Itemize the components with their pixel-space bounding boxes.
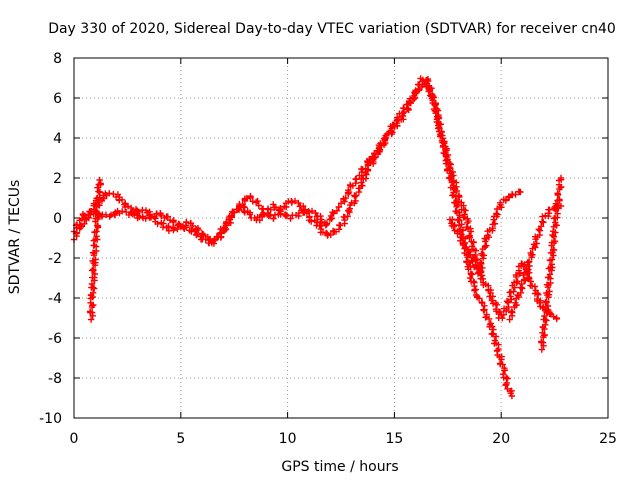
- y-tick-label: 2: [53, 171, 62, 187]
- x-axis-title: GPS time / hours: [281, 459, 398, 475]
- series-track-e: [538, 174, 565, 353]
- x-tick-labels: 0 5 10 15 20 25: [70, 431, 617, 447]
- data-point-markers: [538, 174, 565, 353]
- y-tick-label: 0: [53, 211, 62, 227]
- y-tick-label: 8: [53, 51, 62, 67]
- data-point-markers: [506, 201, 565, 323]
- series-track-f: [506, 201, 565, 323]
- y-tick-label: -4: [48, 291, 62, 307]
- data-points: [70, 75, 565, 400]
- series-track-a: [70, 75, 516, 400]
- series-track-b: [70, 80, 524, 277]
- data-point-markers: [70, 80, 524, 277]
- x-tick-label: 25: [599, 431, 617, 447]
- chart-title: Day 330 of 2020, Sidereal Day-to-day VTE…: [48, 21, 616, 37]
- x-tick-label: 0: [70, 431, 79, 447]
- y-tick-label: -2: [48, 251, 62, 267]
- grid: [74, 58, 608, 418]
- x-tick-label: 15: [385, 431, 403, 447]
- axis-ticks: [73, 57, 609, 419]
- y-axis-title: SDTVAR / TECUs: [7, 180, 23, 295]
- x-tick-label: 20: [492, 431, 510, 447]
- y-tick-label: -10: [39, 411, 62, 427]
- y-tick-labels: -10 -8 -6 -4 -2 0 2 4 6 8: [39, 51, 62, 427]
- data-point-markers: [70, 75, 516, 400]
- plot-frame: [73, 57, 609, 419]
- x-tick-label: 10: [279, 431, 297, 447]
- y-tick-label: 6: [53, 91, 62, 107]
- data-point-markers: [86, 176, 104, 323]
- y-tick-label: 4: [53, 131, 62, 147]
- x-tick-label: 5: [176, 431, 185, 447]
- y-tick-label: -6: [48, 331, 62, 347]
- series-track-c: [86, 176, 104, 323]
- y-tick-label: -8: [48, 371, 62, 387]
